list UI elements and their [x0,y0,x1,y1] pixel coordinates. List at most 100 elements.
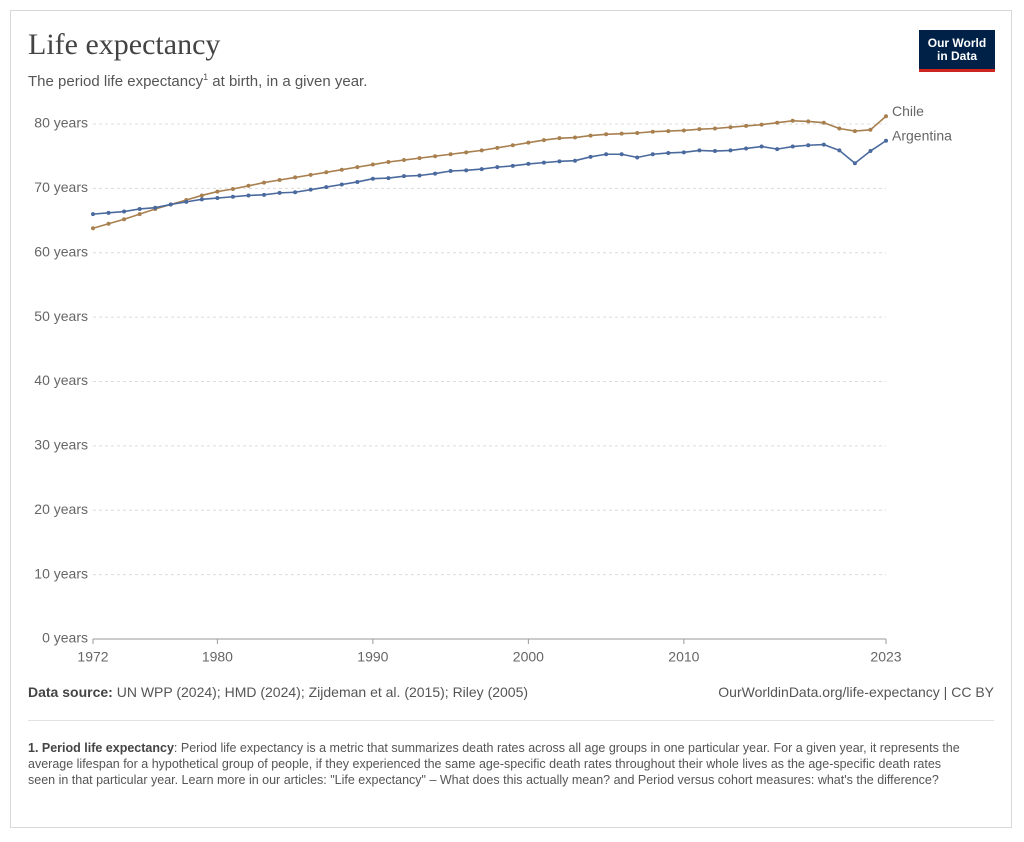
point [852,161,857,166]
point [588,154,593,159]
point [526,161,531,166]
y-tick-label: 20 years [34,501,88,517]
point [122,217,127,222]
point [122,209,127,214]
point [184,199,189,204]
subtitle-text: The period life expectancy [28,73,204,90]
point [635,131,640,136]
point [495,165,500,170]
y-tick-label: 60 years [34,243,88,259]
y-tick-label: 30 years [34,437,88,453]
point [728,125,733,130]
point [650,152,655,157]
point [417,173,422,178]
point [588,133,593,138]
logo-line: in Data [936,49,977,63]
point [479,167,484,172]
y-tick-label: 80 years [34,115,88,131]
point [604,152,609,157]
point [479,148,484,153]
point [370,162,375,167]
y-tick-label: 40 years [34,372,88,388]
footnote-text: : Period life expectancy is a metric tha… [28,741,960,787]
point [137,206,142,211]
point [495,145,500,150]
point [619,152,624,157]
point [868,127,873,132]
point [277,178,282,183]
point [775,147,780,152]
point [759,122,764,127]
point [806,119,811,124]
point [526,140,531,145]
point [790,118,795,123]
point [448,152,453,157]
point [557,136,562,141]
series-line [92,140,887,215]
point [666,150,671,155]
point [666,129,671,134]
point [806,143,811,148]
point [712,149,717,154]
point [215,196,220,201]
series-label: Chile [892,103,924,119]
point [884,114,888,119]
x-tick-label: 2010 [668,649,699,665]
point [728,148,733,153]
point [744,123,749,128]
point [775,120,780,125]
point [355,165,360,170]
point [510,143,515,148]
point [168,202,173,207]
point [91,212,95,217]
x-tick-label: 2000 [513,649,544,665]
point [401,174,406,179]
point [510,163,515,168]
point [106,221,111,226]
chart-subtitle: The period life expectancy1 at birth, in… [28,72,367,90]
point [759,144,764,149]
chart-title: Life expectancy [28,28,221,61]
point [464,168,469,173]
point [293,190,298,195]
credit[interactable]: OurWorldinData.org/life-expectancy | CC … [718,684,994,700]
point [230,194,235,199]
point [417,156,422,161]
point [230,187,235,192]
footnote-ref: 1 [203,72,209,82]
x-tick-label: 1990 [357,649,388,665]
point [464,150,469,155]
point [339,167,344,172]
point [355,179,360,184]
point [199,197,204,202]
separator [28,720,994,721]
point [324,170,329,175]
point [91,226,95,231]
point [199,193,204,198]
logo-line: Our World [927,36,987,50]
point [401,158,406,163]
point [650,129,655,134]
footnote: 1. Period life expectancy: Period life e… [28,740,968,788]
y-tick-label: 0 years [42,630,88,646]
point [712,126,717,131]
logo[interactable]: Our World in Data [919,30,995,72]
point [884,138,888,143]
point [790,144,795,149]
x-tick-label: 2023 [870,649,901,665]
x-tick-label: 1980 [202,649,233,665]
y-tick-label: 70 years [34,179,88,195]
point [262,180,267,185]
point [386,159,391,164]
point [697,148,702,153]
point [821,142,826,147]
source-label: Data source: [28,684,113,700]
point [339,182,344,187]
point [277,190,282,195]
point [697,127,702,132]
point [573,158,578,163]
point [386,176,391,181]
point [681,128,686,133]
point [573,135,578,140]
point [541,160,546,165]
